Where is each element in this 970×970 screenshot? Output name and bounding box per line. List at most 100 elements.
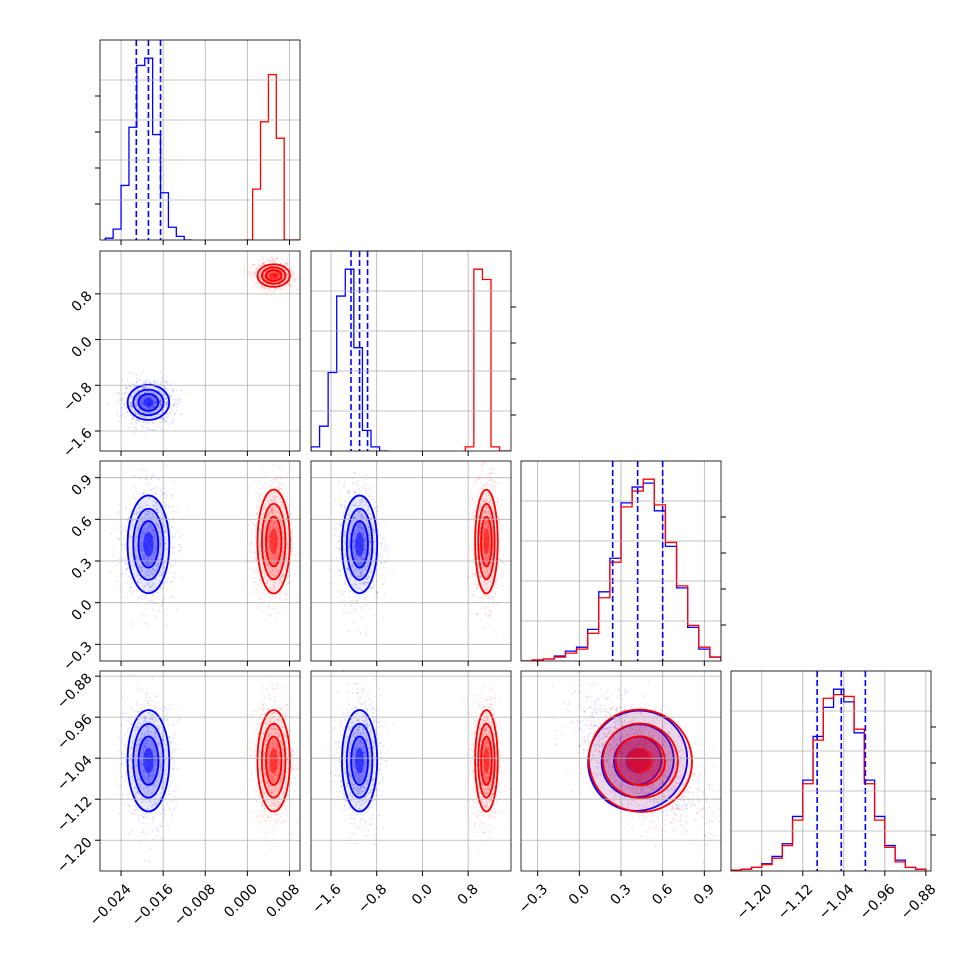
scatter-point [270,265,273,267]
scatter-point [155,401,157,404]
scatter-point [380,531,383,534]
scatter-point [277,531,280,534]
scatter-point [480,619,483,622]
scatter-point [129,403,132,405]
scatter-point [360,501,363,504]
scatter-point [280,505,282,508]
scatter-point [347,537,350,540]
scatter-point [148,416,151,419]
scatter-point [152,528,155,531]
scatter-point [495,578,498,581]
scatter-point [262,540,265,543]
scatter-point [290,522,293,525]
scatter-point [135,374,138,377]
scatter-point [476,586,479,589]
scatter-point [151,558,153,561]
scatter-point [149,590,152,592]
scatter-point [155,400,158,403]
scatter-point [363,556,366,559]
scatter-point [161,417,164,419]
scatter-point [286,498,289,501]
scatter-point [180,389,183,392]
scatter-point [286,277,289,280]
scatter-point [482,571,485,574]
scatter-point [343,506,346,509]
scatter-point [267,276,270,279]
scatter-point [335,557,338,560]
scatter-point [248,270,251,273]
scatter-point [278,466,281,469]
scatter-point [169,407,172,409]
scatter-point [258,276,261,279]
scatter-point [383,566,386,569]
scatter-point [145,423,147,425]
scatter-point [254,271,257,274]
scatter-point [152,416,155,418]
scatter-point [474,582,477,585]
scatter-point [337,540,340,542]
scatter-point [286,576,289,579]
scatter-point [364,548,367,551]
scatter-point [267,532,270,535]
scatter-point [170,387,173,390]
scatter-point [146,427,149,430]
scatter-point [145,569,148,572]
scatter-point [290,530,293,533]
scatter-point [485,556,488,559]
scatter-point [358,575,361,578]
scatter-point [273,277,276,280]
scatter-point [364,584,367,586]
scatter-point [498,551,500,553]
scatter-point [359,581,361,584]
scatter-point [152,566,155,569]
scatter-point [165,513,168,516]
scatter-point [338,547,340,549]
scatter-point [281,286,284,289]
scatter-point [267,607,270,609]
scatter-point [261,262,264,265]
panel-2-0: −0.30.00.30.60.9 [60,460,301,674]
scatter-point [126,411,129,413]
scatter-point [117,504,120,507]
scatter-point [360,527,363,530]
scatter-point [268,512,271,515]
scatter-point [255,281,258,284]
scatter-point [274,580,277,582]
scatter-point [271,563,274,566]
scatter-point [355,556,358,559]
ytick-label-1-3: 0.8 [69,288,96,315]
scatter-point [139,506,141,509]
scatter-point [150,391,153,394]
scatter-point [146,513,148,516]
scatter-point [250,266,252,269]
scatter-point [137,588,140,591]
scatter-point [274,498,277,501]
scatter-point [139,401,142,404]
scatter-point [161,377,164,379]
scatter-point [480,516,483,519]
scatter-point [142,415,145,418]
scatter-point [151,532,154,535]
scatter-point [142,553,145,556]
scatter-point [348,545,351,548]
scatter-point [155,401,158,403]
scatter-point [282,539,285,542]
scatter-point [352,504,355,507]
scatter-point [285,551,288,553]
scatter-point [117,400,119,403]
scatter-point [165,402,168,405]
scatter-point [142,588,145,591]
scatter-point [275,258,278,261]
scatter-point [146,407,148,409]
scatter-point [146,582,149,585]
scatter-point [354,568,357,571]
scatter-point [136,511,139,514]
scatter-point [254,281,256,283]
scatter-point [248,271,251,274]
scatter-point [278,596,281,599]
scatter-point [360,561,363,564]
scatter-point [149,411,152,414]
scatter-point [151,568,153,571]
scatter-point [374,551,377,554]
scatter-point [369,540,372,543]
